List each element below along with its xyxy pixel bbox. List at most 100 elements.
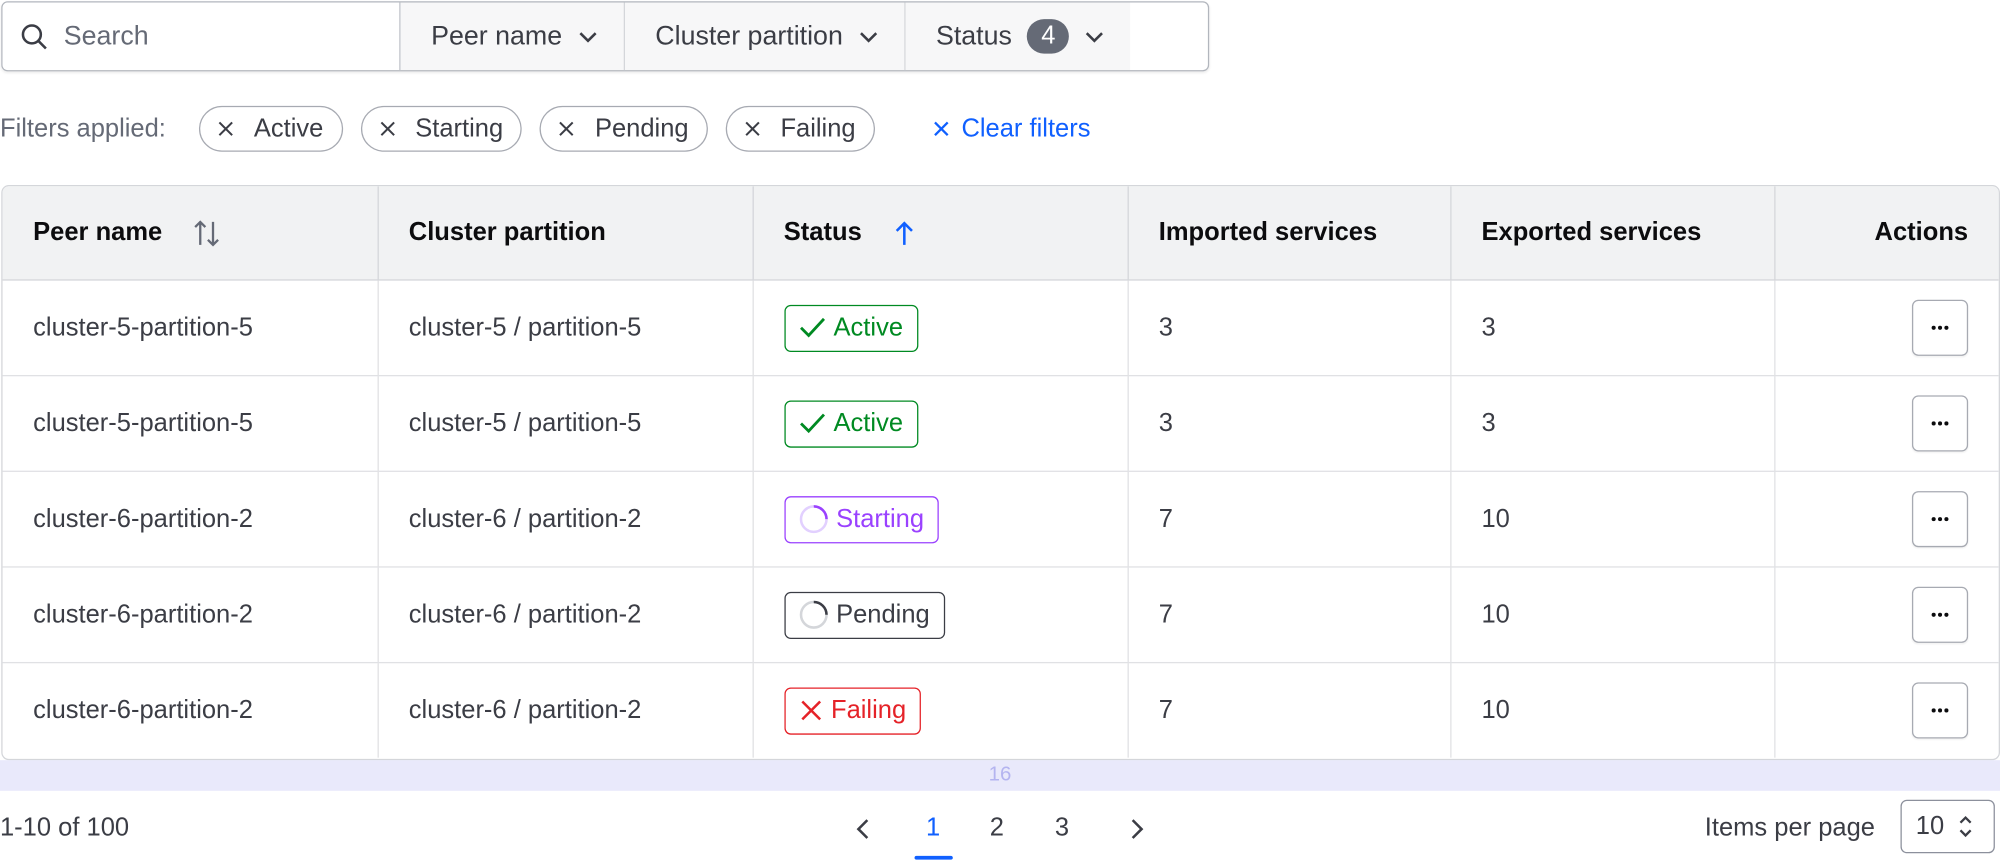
sort-ascending-icon[interactable] <box>894 219 914 247</box>
cell-exported-services: 10 <box>1450 662 1775 758</box>
cell-cluster-partition: cluster-6 / partition-2 <box>377 662 754 758</box>
close-icon[interactable] <box>745 121 760 136</box>
items-per-page-value: 10 <box>1915 811 1945 840</box>
peer-name-dropdown[interactable]: Peer name <box>400 2 625 71</box>
cell-status: Starting <box>752 471 1129 568</box>
filter-chip-active[interactable]: Active <box>199 105 343 152</box>
status-dropdown[interactable]: Status 4 <box>905 2 1131 71</box>
cell-cluster-partition: cluster-5 / partition-5 <box>377 279 754 377</box>
check-icon <box>799 413 825 434</box>
filters-label: Filters applied: <box>0 114 166 143</box>
cell-imported-services: 7 <box>1127 471 1451 568</box>
filter-chip-failing[interactable]: Failing <box>725 105 875 152</box>
status-badge: Starting <box>783 495 940 543</box>
current-page-indicator <box>914 855 953 860</box>
header-exported-services: Exported services <box>1450 186 1775 281</box>
table-row: cluster-5-partition-5 cluster-5 / partit… <box>2 279 1999 377</box>
cell-peer-name: cluster-5-partition-5 <box>2 375 379 472</box>
cell-actions <box>1774 375 1999 472</box>
status-label: Active <box>833 408 904 437</box>
page-3-button[interactable]: 3 <box>1054 813 1070 842</box>
cell-imported-services: 3 <box>1127 375 1451 472</box>
chevron-up-down-icon <box>1959 815 1972 838</box>
close-icon[interactable] <box>380 121 395 136</box>
ellipsis-icon <box>1931 421 1949 426</box>
cell-peer-name: cluster-6-partition-2 <box>2 662 379 758</box>
close-icon <box>933 121 949 137</box>
search-input[interactable] <box>61 19 373 53</box>
status-label: Failing <box>830 695 907 724</box>
chip-label: Starting <box>415 114 504 143</box>
pagination-range: 1-10 of 100 <box>0 813 130 842</box>
table-row: cluster-6-partition-2 cluster-6 / partit… <box>2 662 1999 758</box>
cell-peer-name: cluster-5-partition-5 <box>2 279 379 377</box>
cell-peer-name: cluster-6-partition-2 <box>2 566 379 664</box>
more-actions-button[interactable] <box>1911 586 1969 643</box>
cell-status: Active <box>752 279 1129 377</box>
loading-icon <box>799 505 828 534</box>
cell-cluster-partition: cluster-6 / partition-2 <box>377 471 754 568</box>
status-badge: Pending <box>783 591 946 639</box>
ellipsis-icon <box>1931 612 1949 617</box>
cell-actions <box>1774 279 1999 377</box>
cell-cluster-partition: cluster-6 / partition-2 <box>377 566 754 664</box>
cell-actions <box>1774 566 1999 664</box>
spacing-indicator: 16 <box>0 760 2000 791</box>
sort-icon[interactable] <box>192 217 220 248</box>
cluster-partition-dropdown[interactable]: Cluster partition <box>624 2 906 71</box>
status-label: Starting <box>836 504 925 533</box>
cell-exported-services: 3 <box>1450 279 1775 377</box>
cell-imported-services: 7 <box>1127 566 1451 664</box>
ellipsis-icon <box>1931 708 1949 713</box>
cell-imported-services: 3 <box>1127 279 1451 377</box>
applied-filters: Filters applied: Active Starting Pending Fa… <box>0 105 1090 153</box>
clear-filters-label: Clear filters <box>961 114 1091 143</box>
cell-exported-services: 3 <box>1450 375 1775 472</box>
status-badge: Active <box>783 304 919 352</box>
header-label: Status <box>783 218 862 247</box>
chevron-down-icon <box>859 31 877 42</box>
items-per-page-select[interactable]: 10 <box>1900 799 1995 854</box>
header-peer-name[interactable]: Peer name <box>2 186 379 281</box>
more-actions-button[interactable] <box>1911 682 1969 739</box>
header-label: Peer name <box>33 217 163 246</box>
cell-exported-services: 10 <box>1450 566 1775 664</box>
status-badge: Failing <box>783 686 922 735</box>
cell-actions <box>1774 663 1998 758</box>
close-icon[interactable] <box>218 121 233 136</box>
chevron-right-icon[interactable] <box>1128 816 1146 842</box>
page-1-button[interactable]: 1 <box>926 813 941 842</box>
filter-chip-starting[interactable]: Starting <box>360 105 523 152</box>
more-actions-button[interactable] <box>1911 491 1969 548</box>
cell-status: Pending <box>752 566 1129 664</box>
status-badge: Active <box>783 399 919 448</box>
chevron-left-icon[interactable] <box>855 816 873 842</box>
cell-status: Active <box>752 375 1129 472</box>
cell-cluster-partition: cluster-5 / partition-5 <box>377 375 754 472</box>
chip-label: Pending <box>594 114 689 143</box>
header-status[interactable]: Status <box>752 186 1129 281</box>
filter-chip-pending[interactable]: Pending <box>540 105 708 152</box>
header-cluster-partition: Cluster partition <box>377 186 754 281</box>
close-icon[interactable] <box>559 121 575 136</box>
cell-exported-services: 10 <box>1450 471 1775 568</box>
cell-imported-services: 7 <box>1127 662 1451 758</box>
chevron-down-icon <box>579 31 597 42</box>
table-row: cluster-5-partition-5 cluster-5 / partit… <box>2 375 1999 472</box>
dropdown-label: Peer name <box>431 21 563 51</box>
page-2-button[interactable]: 2 <box>989 813 1004 842</box>
cell-status: Failing <box>752 662 1129 758</box>
more-actions-button[interactable] <box>1911 299 1969 356</box>
x-icon <box>800 700 821 721</box>
more-actions-button[interactable] <box>1911 395 1969 452</box>
search-field[interactable] <box>2 2 401 71</box>
ellipsis-icon <box>1931 325 1949 330</box>
cell-peer-name: cluster-6-partition-2 <box>2 471 379 568</box>
status-count-badge: 4 <box>1027 19 1070 54</box>
dropdown-label: Status <box>935 21 1012 51</box>
clear-filters-button[interactable]: Clear filters <box>933 114 1090 143</box>
chip-label: Failing <box>780 114 856 143</box>
items-per-page-label: Items per page <box>1704 813 1875 842</box>
filter-toolbar: Peer name Cluster partition Status 4 <box>1 1 1210 72</box>
peers-table: Peer name Cluster partition Status Impor… <box>1 184 2000 761</box>
